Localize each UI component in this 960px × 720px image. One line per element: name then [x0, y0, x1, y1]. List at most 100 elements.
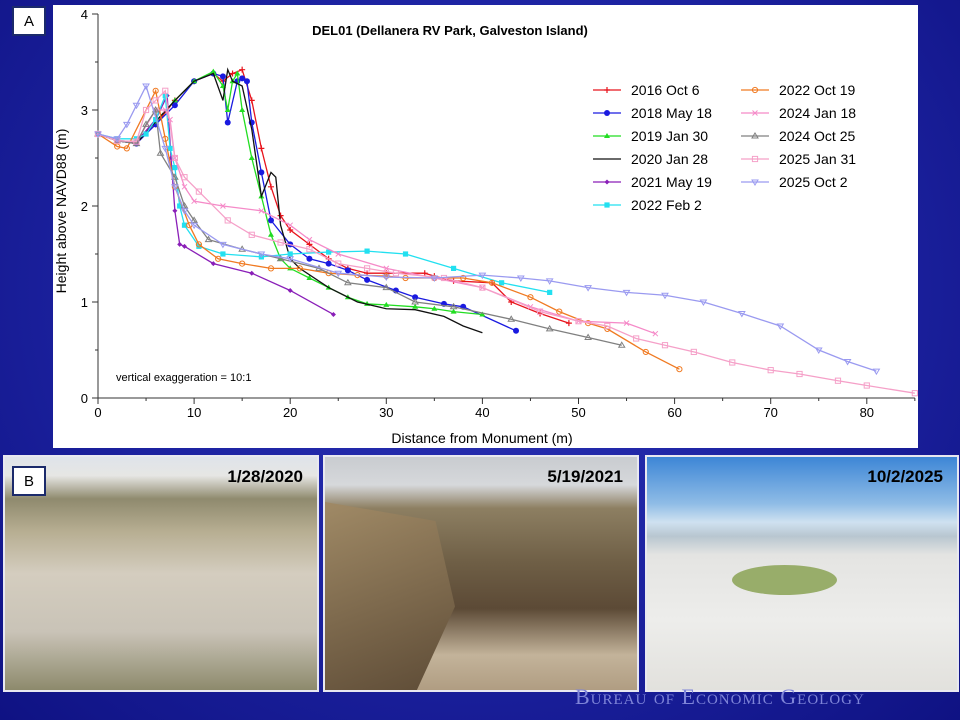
series-line	[97, 72, 517, 332]
data-point	[151, 106, 160, 113]
data-point	[248, 155, 255, 160]
data-point	[460, 274, 467, 282]
legend-item: 2022 Feb 2	[593, 197, 702, 213]
data-point	[412, 303, 419, 309]
legend-label: 2024 Oct 25	[779, 128, 855, 144]
legend-label: 2018 May 18	[631, 105, 712, 121]
series-line	[97, 108, 622, 346]
legend-label: 2021 May 19	[631, 174, 712, 190]
data-point	[220, 251, 226, 257]
annotation: vertical exaggeration = 10:1	[116, 372, 251, 384]
data-point	[604, 202, 610, 208]
data-point	[181, 183, 188, 190]
photo-date: 5/19/2021	[547, 467, 623, 486]
series-line	[97, 88, 680, 370]
data-point	[479, 311, 486, 317]
data-point	[243, 78, 250, 85]
legend-item: 2021 May 19	[593, 174, 712, 190]
data-point	[604, 110, 610, 116]
chart-panel: DEL01 (Dellanera RV Park, Galveston Isla…	[53, 5, 918, 448]
data-point	[181, 243, 187, 249]
data-point	[204, 235, 213, 243]
data-point	[751, 86, 759, 94]
data-point	[239, 75, 246, 82]
data-point	[335, 251, 342, 257]
x-tick-label: 0	[94, 405, 101, 420]
x-tick-label: 10	[187, 405, 201, 420]
legend-item: 2025 Oct 2	[741, 174, 848, 190]
data-point	[162, 107, 169, 113]
data-point	[513, 327, 520, 334]
data-point	[296, 265, 303, 272]
data-point	[364, 276, 371, 283]
data-point	[430, 275, 439, 282]
data-point	[287, 222, 294, 229]
data-point	[257, 251, 266, 258]
data-point	[248, 231, 255, 238]
data-point	[94, 131, 102, 138]
data-point	[170, 173, 179, 180]
data-point	[287, 251, 293, 257]
data-point	[676, 366, 683, 373]
data-point	[161, 145, 170, 153]
data-point	[153, 117, 159, 123]
data-point	[623, 320, 630, 326]
data-point	[191, 198, 197, 205]
series-2024-jan-18	[95, 107, 659, 337]
series-2020-jan-28	[97, 67, 483, 334]
data-point	[239, 66, 246, 73]
data-point	[729, 359, 736, 366]
data-point	[195, 188, 203, 195]
data-point	[249, 270, 255, 276]
data-point	[547, 289, 553, 295]
data-point	[575, 318, 582, 325]
panel-a-label: A	[12, 6, 46, 36]
data-point	[411, 298, 420, 305]
data-point	[383, 265, 390, 272]
data-point	[450, 308, 457, 314]
data-point	[633, 335, 640, 342]
data-point	[152, 87, 159, 94]
data-point	[162, 87, 169, 94]
data-point	[642, 348, 649, 356]
data-point	[210, 68, 217, 74]
data-point	[392, 270, 400, 277]
data-point	[181, 174, 188, 181]
data-point	[306, 275, 313, 280]
data-point	[167, 116, 173, 123]
data-point	[156, 149, 165, 156]
data-point	[276, 254, 285, 262]
data-point	[652, 330, 659, 337]
data-point	[751, 132, 759, 139]
data-point	[488, 279, 496, 286]
data-point	[196, 243, 202, 249]
data-point	[286, 256, 295, 263]
data-point	[364, 248, 370, 254]
data-point	[863, 382, 870, 389]
x-tick-label: 30	[379, 405, 393, 420]
y-tick-label: 2	[81, 199, 88, 214]
data-point	[162, 93, 168, 99]
y-tick-label: 3	[81, 103, 88, 118]
data-point	[604, 87, 610, 93]
data-point	[565, 320, 572, 327]
legend-item: 2019 Jan 30	[593, 128, 708, 144]
data-point	[584, 285, 592, 292]
data-point	[171, 102, 178, 109]
data-point	[170, 184, 179, 191]
data-point	[382, 274, 391, 282]
data-point	[751, 155, 759, 163]
data-point	[344, 267, 351, 274]
legend-label: 2025 Oct 2	[779, 174, 848, 190]
panel-b-label: B	[12, 466, 46, 496]
data-point	[584, 333, 592, 341]
photo-date: 10/2/2025	[867, 467, 943, 486]
data-point	[617, 341, 626, 348]
data-point	[132, 102, 141, 110]
series-line	[97, 67, 483, 334]
data-point	[177, 203, 183, 209]
data-point	[172, 208, 178, 214]
legend-label: 2024 Jan 18	[779, 105, 856, 121]
data-point	[449, 302, 458, 310]
x-axis-label: Distance from Monument (m)	[391, 430, 572, 446]
